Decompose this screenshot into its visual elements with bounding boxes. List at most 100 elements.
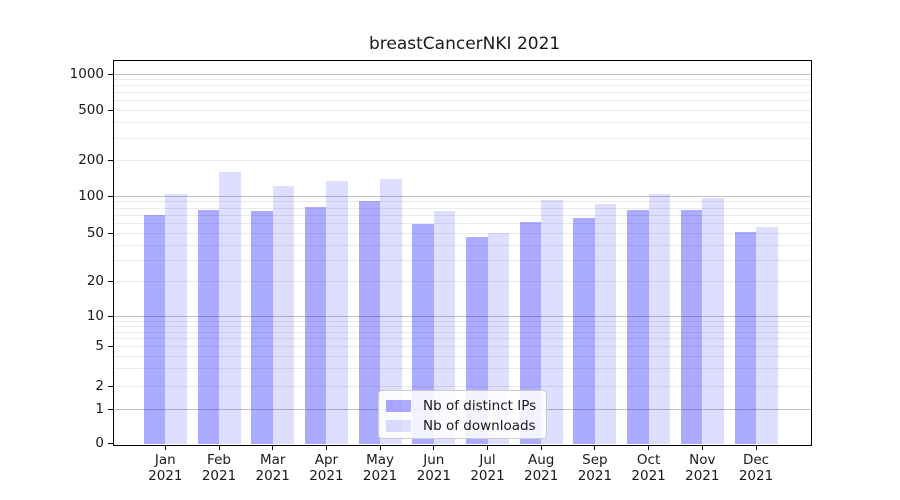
y-tick-label: 0 <box>95 435 104 452</box>
y-tick-label: 20 <box>86 273 104 290</box>
y-tick-label: 200 <box>78 151 104 168</box>
y-gridline-minor <box>114 355 811 357</box>
y-gridline-minor <box>114 100 811 102</box>
legend-item-distinct-ips: Nb of distinct IPs <box>386 396 538 416</box>
legend-label-distinct-ips: Nb of distinct IPs <box>423 398 537 414</box>
x-tick-mark <box>272 445 274 450</box>
y-tick-mark <box>108 316 114 318</box>
y-tick-label: 100 <box>78 187 104 204</box>
x-tick-label-jun: Jun 2021 <box>416 452 451 484</box>
legend-swatch-distinct-ips <box>386 400 411 412</box>
y-tick-mark <box>108 109 114 111</box>
x-tick-label-nov: Nov 2021 <box>685 452 720 484</box>
y-tick-label: 10 <box>86 308 104 325</box>
x-tick-label-jan: Jan 2021 <box>148 452 183 484</box>
y-gridline-minor <box>114 159 811 161</box>
bar-downloads-dec <box>756 227 778 444</box>
y-gridline-minor <box>114 223 811 225</box>
y-gridline-minor <box>114 320 811 322</box>
x-tick-label-mar: Mar 2021 <box>255 452 290 484</box>
plot-area: 0 1 2 5 10 20 50 100 200 500 1000 Jan 2021 Feb 2021 Mar… <box>70 60 812 483</box>
bar-distinct-ips-aug <box>519 221 542 444</box>
bar-downloads-nov <box>702 198 724 444</box>
y-gridline-major <box>114 73 811 75</box>
x-tick-mark <box>701 445 703 450</box>
x-tick-label-apr: Apr 2021 <box>309 452 344 484</box>
y-gridline-minor <box>114 338 811 340</box>
bar-downloads-may <box>380 179 402 444</box>
y-gridline-minor <box>114 385 811 387</box>
bar-downloads-aug <box>541 200 563 444</box>
y-tick-label: 1000 <box>69 65 104 82</box>
x-tick-label-sep: Sep 2021 <box>577 452 613 484</box>
x-tick-mark <box>648 445 650 450</box>
y-gridline-minor <box>114 207 811 209</box>
bar-distinct-ips-jan <box>143 215 166 444</box>
x-tick-mark <box>164 445 166 450</box>
y-gridline-major <box>114 195 811 197</box>
bar-distinct-ips-feb <box>197 209 219 444</box>
bar-distinct-ips-nov <box>680 209 703 444</box>
bar-downloads-jun <box>433 210 456 444</box>
y-tick-mark <box>108 159 114 161</box>
y-tick-mark <box>108 408 114 410</box>
y-gridline-minor <box>114 79 811 81</box>
y-tick-mark <box>108 443 114 445</box>
y-gridline-minor <box>114 281 811 283</box>
y-tick-mark <box>108 281 114 283</box>
y-gridline-minor <box>114 325 811 327</box>
y-gridline-minor <box>114 85 811 87</box>
y-tick-label: 2 <box>95 377 104 394</box>
y-gridline-minor <box>114 259 811 261</box>
y-gridline-minor <box>114 121 811 123</box>
y-gridline-minor <box>114 201 811 203</box>
y-gridline-minor <box>114 232 811 234</box>
x-tick-mark <box>218 445 220 450</box>
y-gridline-minor <box>114 346 811 348</box>
x-tick-label-feb: Feb 2021 <box>201 452 237 484</box>
bar-distinct-ips-sep <box>573 218 595 444</box>
x-tick-mark <box>540 445 542 450</box>
bar-distinct-ips-dec <box>734 232 756 444</box>
bar-distinct-ips-jun <box>412 223 434 444</box>
y-gridline-minor <box>114 109 811 111</box>
y-tick-mark <box>108 346 114 348</box>
bar-downloads-sep <box>594 203 617 444</box>
legend-swatch-downloads <box>386 420 411 432</box>
x-tick-label-aug: Aug 2021 <box>524 452 559 484</box>
y-tick-mark <box>108 232 114 234</box>
y-tick-label: 5 <box>95 338 104 355</box>
y-gridline-minor <box>114 244 811 246</box>
y-gridline-minor <box>114 214 811 216</box>
y-tick-label: 50 <box>86 224 104 241</box>
bar-distinct-ips-mar <box>251 210 273 444</box>
y-gridline-minor <box>114 92 811 94</box>
x-tick-label-dec: Dec 2021 <box>738 452 774 484</box>
x-tick-label-oct: Oct 2021 <box>631 452 666 484</box>
bar-distinct-ips-may <box>358 200 381 444</box>
x-tick-label-jul: Jul 2021 <box>470 452 505 484</box>
x-tick-mark <box>594 445 596 450</box>
x-tick-mark <box>379 445 381 450</box>
y-tick-mark <box>108 385 114 387</box>
legend-item-downloads: Nb of downloads <box>386 416 538 436</box>
y-gridline-minor <box>114 368 811 370</box>
bar-downloads-feb <box>219 171 241 444</box>
x-tick-label-may: May 2021 <box>362 452 398 484</box>
bar-downloads-mar <box>272 185 295 444</box>
legend: Nb of distinct IPs Nb of downloads <box>378 390 547 439</box>
bar-downloads-oct <box>648 194 671 444</box>
chart-title: breastCancerNKI 2021 <box>369 34 561 54</box>
bar-distinct-ips-apr <box>304 206 327 444</box>
y-gridline-minor <box>114 331 811 333</box>
bar-downloads-apr <box>326 181 348 444</box>
y-gridline-minor <box>114 137 811 139</box>
y-tick-label: 500 <box>78 101 104 118</box>
y-tick-mark <box>108 73 114 75</box>
x-tick-mark <box>325 445 327 450</box>
y-gridline-major <box>114 316 811 318</box>
x-tick-mark <box>433 445 435 450</box>
bar-downloads-jan <box>165 193 187 444</box>
bar-distinct-ips-oct <box>627 210 649 444</box>
